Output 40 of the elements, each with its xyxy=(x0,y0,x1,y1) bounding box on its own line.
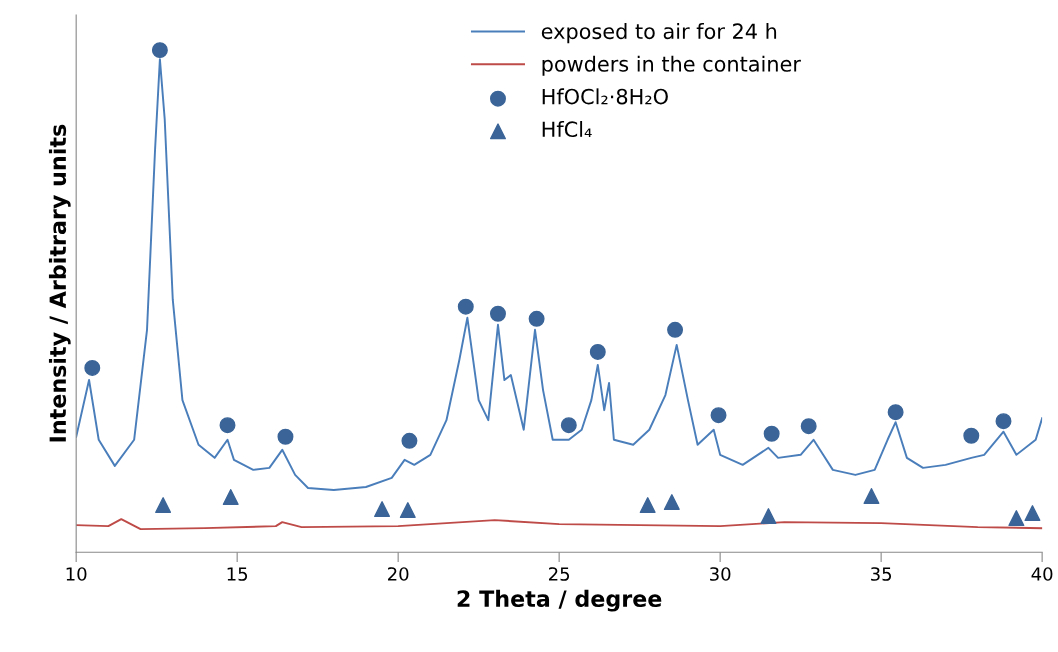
point xyxy=(155,497,172,514)
point xyxy=(639,497,656,514)
point xyxy=(663,494,680,511)
x-tick-label: 35 xyxy=(871,567,892,581)
legend-label: exposed to air for 24 h xyxy=(541,23,777,44)
x-axis-title: 2 Theta / degree xyxy=(457,589,662,612)
legend-label: HfCl₄ xyxy=(542,120,592,138)
point xyxy=(800,418,817,435)
point xyxy=(1024,505,1041,522)
point xyxy=(401,432,418,449)
point xyxy=(1008,510,1025,527)
x-tick-label: 15 xyxy=(227,567,248,581)
point xyxy=(963,427,980,444)
x-tick-label: 20 xyxy=(388,567,409,581)
point xyxy=(528,310,545,327)
point xyxy=(863,488,880,504)
x-tick-label: 25 xyxy=(548,567,570,581)
point xyxy=(151,42,168,59)
point xyxy=(710,407,727,424)
x-tick-label: 30 xyxy=(710,567,731,581)
point xyxy=(457,298,474,315)
point xyxy=(887,404,904,421)
x-tick-label: 40 xyxy=(1031,567,1053,581)
y-axis-title: Intensity / Arbitrary units xyxy=(48,124,71,442)
point xyxy=(399,502,416,519)
legend-label: HfOCl₂·8H₂O xyxy=(542,88,668,105)
point xyxy=(219,417,236,434)
legend-label: powders in the container xyxy=(542,55,801,76)
point xyxy=(589,343,606,360)
point xyxy=(84,359,101,376)
point xyxy=(374,501,391,518)
point xyxy=(222,489,239,505)
point xyxy=(489,305,506,322)
x-tick-label: 10 xyxy=(66,567,87,581)
point xyxy=(995,413,1012,430)
point xyxy=(760,508,777,525)
point xyxy=(763,425,780,442)
point xyxy=(560,417,577,434)
point xyxy=(277,428,294,445)
point xyxy=(667,321,684,338)
